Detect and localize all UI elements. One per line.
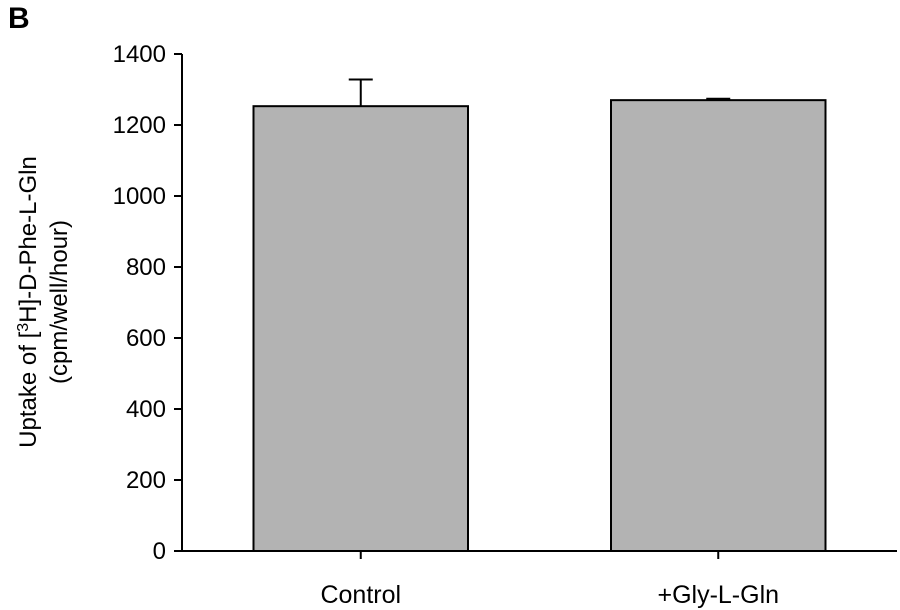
y-tick-label: 200 xyxy=(126,467,166,494)
bar xyxy=(610,99,827,553)
y-tick-label: 0 xyxy=(153,538,166,565)
y-tick-label: 400 xyxy=(126,396,166,423)
y-tick-label: 1000 xyxy=(113,183,166,210)
x-category-label: +Gly-L-Gln xyxy=(657,581,779,609)
y-axis-label-line1: Uptake of [3H]-D-Phe-L-Gln xyxy=(15,156,43,448)
y-tick-label: 600 xyxy=(126,325,166,352)
y-axis-label-line2: (cpm/well/hour) xyxy=(46,220,73,384)
panel-label: B xyxy=(8,2,30,35)
y-tick-label: 1400 xyxy=(113,41,166,68)
bar xyxy=(252,105,469,552)
y-axis-label: Uptake of [3H]-D-Phe-L-Gln (cpm/well/hou… xyxy=(15,156,74,448)
y-tick-label: 1200 xyxy=(113,112,166,139)
y-tick-label: 800 xyxy=(126,254,166,281)
x-category-label: Control xyxy=(320,581,401,609)
